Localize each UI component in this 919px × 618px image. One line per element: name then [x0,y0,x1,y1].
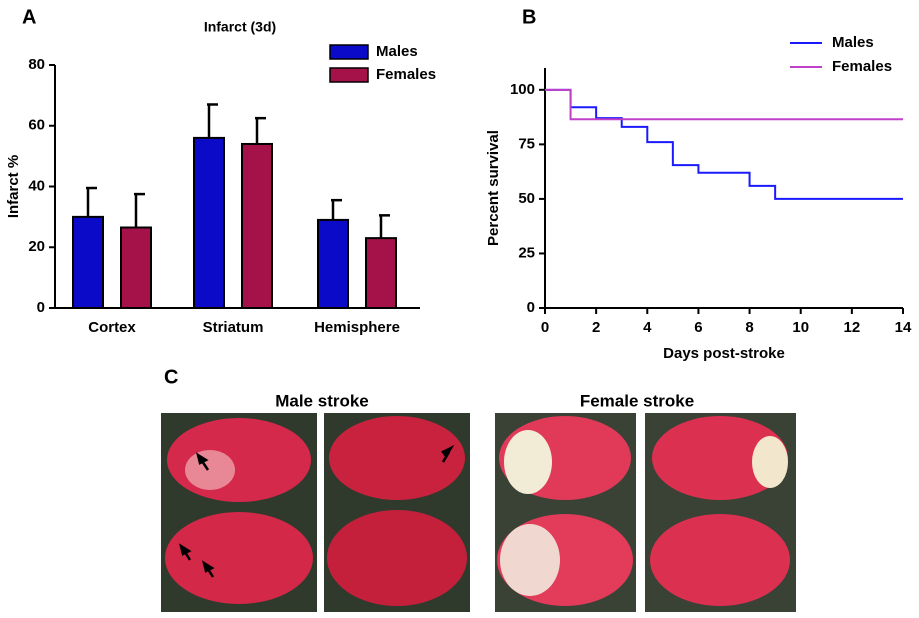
brain-photos [161,413,796,612]
x-tick-label: 10 [792,319,809,336]
x-tick-label: Hemisphere [314,319,400,336]
y-axis-label: Infarct % [5,155,22,218]
image-caption: Female stroke [580,391,694,410]
bar [120,226,152,310]
legend-label: Males [376,43,418,60]
panel-label: B [522,6,536,28]
x-tick-label: 6 [694,319,702,336]
y-tick-label: 75 [518,135,535,152]
legend-label: Females [376,66,436,83]
chart-title: Infarct (3d) [204,19,276,35]
bar [317,218,349,310]
x-axis-label: Days post-stroke [663,345,785,362]
bar [365,237,397,309]
bar [193,136,225,309]
bar [241,142,273,309]
y-tick-label: 40 [28,177,45,194]
x-tick-label: 0 [541,319,549,336]
y-tick-label: 25 [518,244,535,261]
y-tick-label: 100 [510,81,535,98]
y-axis-label: Percent survival [485,130,502,246]
panel-label: A [22,6,36,28]
legend-label: Females [832,58,892,75]
y-tick-label: 50 [518,190,535,207]
x-tick-label: Cortex [88,319,136,336]
x-tick-label: Striatum [203,319,264,336]
y-tick-label: 0 [37,299,45,316]
y-tick-label: 60 [28,117,45,134]
survival-line [545,88,903,200]
x-tick-label: 2 [592,319,600,336]
x-tick-label: 12 [844,319,861,336]
y-tick-label: 0 [527,299,535,316]
image-caption: Male stroke [275,391,369,410]
y-tick-label: 80 [28,56,45,73]
y-tick-label: 20 [28,238,45,255]
legend-label: Males [832,34,874,51]
x-tick-label: 8 [745,319,753,336]
survival-line [545,88,903,121]
x-tick-label: 4 [643,319,652,336]
panel-label: C [164,366,178,388]
x-tick-label: 14 [895,319,912,336]
legend-swatch [329,67,369,83]
legend-swatch [329,44,369,60]
bar [72,215,104,309]
